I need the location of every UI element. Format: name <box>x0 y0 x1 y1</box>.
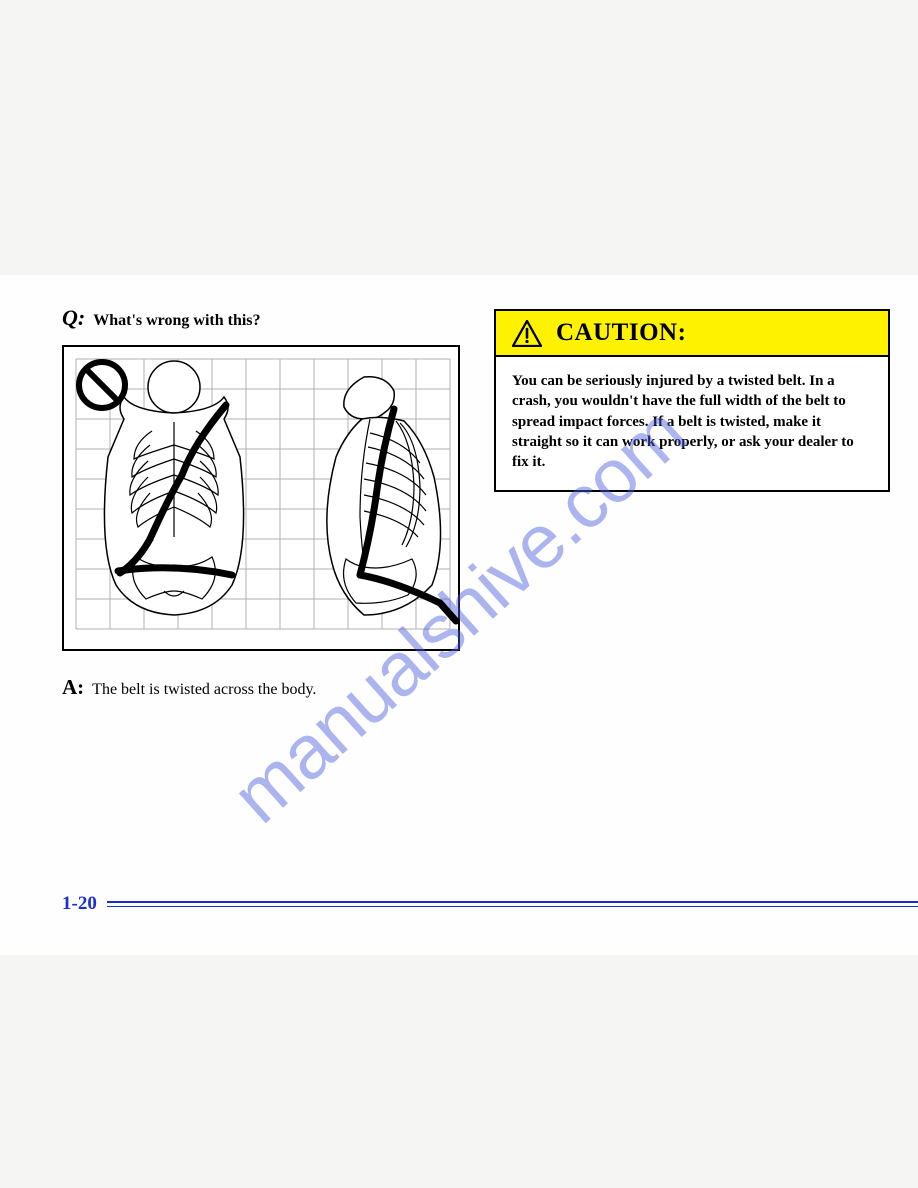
warning-triangle-icon <box>512 320 542 347</box>
page-number: 1-20 <box>62 893 97 915</box>
footer-rules <box>107 901 918 907</box>
answer-row: A: The belt is twisted across the body. <box>62 675 462 700</box>
caution-box: CAUTION: You can be seriously injured by… <box>494 309 890 492</box>
left-column: Q: What's wrong with this? <box>62 305 462 714</box>
question-row: Q: What's wrong with this? <box>62 305 462 331</box>
caution-header: CAUTION: <box>496 311 888 357</box>
footer-rule-thick <box>107 901 918 903</box>
answer-text: The belt is twisted across the body. <box>92 681 316 699</box>
footer-rule-thin <box>107 906 918 907</box>
seatbelt-skeleton-figure <box>62 345 460 651</box>
right-column: CAUTION: You can be seriously injured by… <box>494 305 900 714</box>
question-label: Q: <box>62 305 85 331</box>
prohibit-icon <box>79 362 125 408</box>
two-column-layout: Q: What's wrong with this? <box>62 305 900 714</box>
answer-label: A: <box>62 675 84 700</box>
page-footer: 1-20 <box>62 893 918 915</box>
question-text: What's wrong with this? <box>93 312 260 330</box>
manual-page: Q: What's wrong with this? <box>0 275 918 955</box>
figure-svg <box>64 347 460 651</box>
caution-title: CAUTION: <box>556 319 686 347</box>
caution-body: You can be seriously injured by a twiste… <box>496 357 888 490</box>
